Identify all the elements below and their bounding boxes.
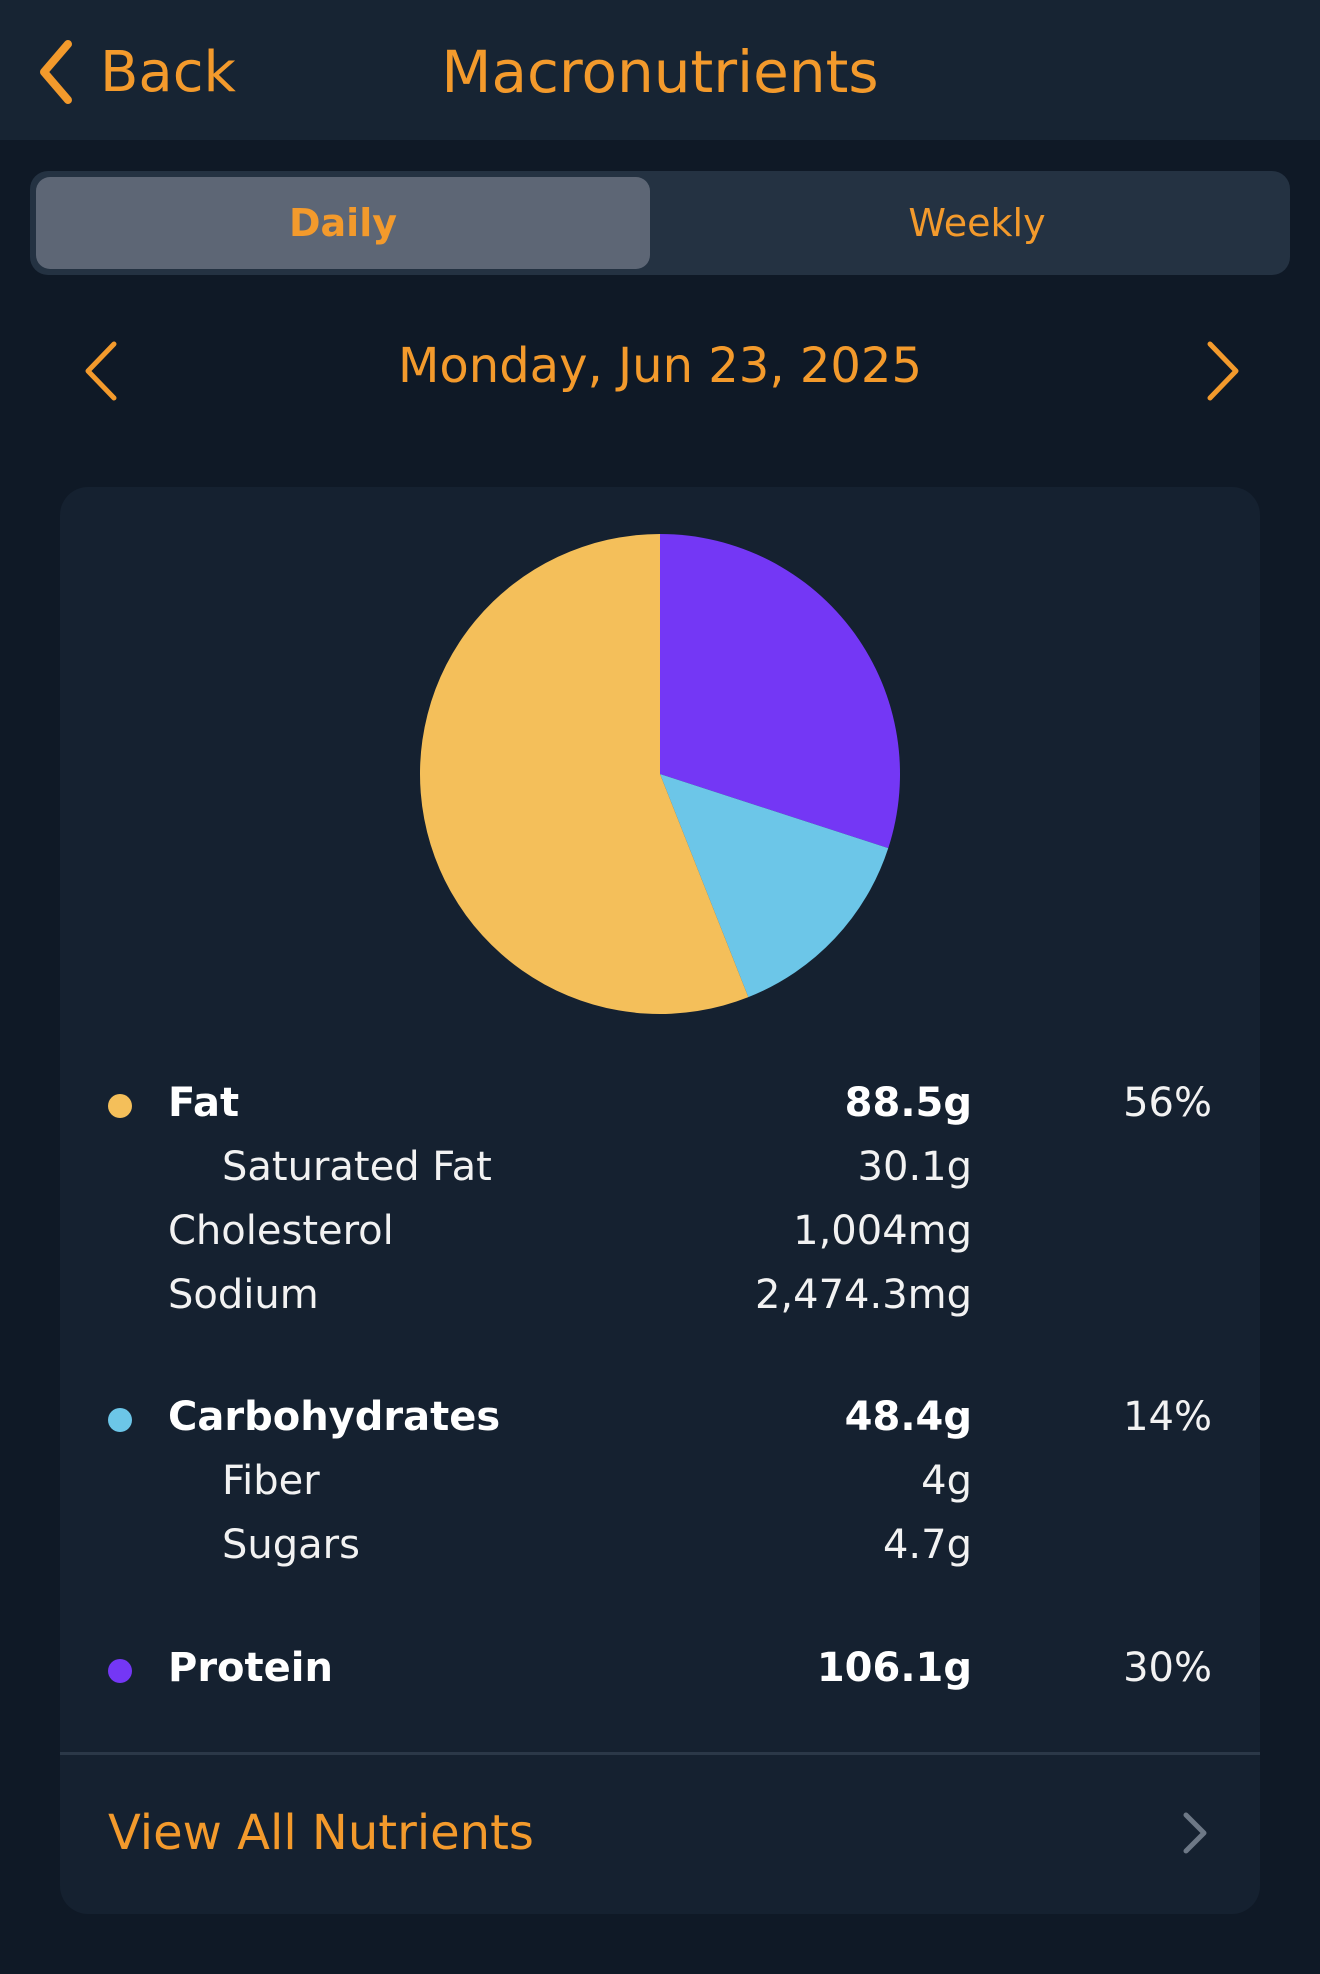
protein-percent: 30% [1123, 1645, 1212, 1691]
fat-label: Fat [168, 1080, 240, 1126]
sodium-value: 2,474.3mg [754, 1272, 972, 1318]
period-segmented-control: Daily Weekly [30, 171, 1290, 275]
fat-legend-dot [108, 1094, 132, 1118]
macronutrient-pie-chart [420, 534, 900, 1014]
fat-row: Fat 88.5g 56% [60, 1076, 1260, 1136]
protein-label: Protein [168, 1645, 333, 1691]
tab-daily[interactable]: Daily [36, 177, 650, 269]
sodium-row: Sodium 2,474.3mg [60, 1268, 1260, 1328]
chevron-right-icon [1183, 1812, 1207, 1854]
next-date-button[interactable] [1196, 336, 1266, 406]
sugars-value: 4.7g [882, 1522, 972, 1568]
carbohydrates-row: Carbohydrates 48.4g 14% [60, 1390, 1260, 1450]
page-title: Macronutrients [441, 38, 879, 106]
fat-value: 88.5g [844, 1080, 972, 1126]
carbohydrates-label: Carbohydrates [168, 1394, 501, 1440]
previous-date-button[interactable] [72, 336, 142, 406]
nav-bar: Back Macronutrients [0, 0, 1320, 140]
protein-legend-dot [108, 1659, 132, 1683]
view-all-nutrients-label: View All Nutrients [108, 1805, 534, 1861]
macronutrients-card: Fat 88.5g 56% Saturated Fat 30.1g Choles… [60, 487, 1260, 1914]
sugars-label: Sugars [222, 1522, 360, 1568]
view-all-nutrients-button[interactable]: View All Nutrients [60, 1755, 1260, 1914]
protein-value: 106.1g [816, 1645, 972, 1691]
sugars-row: Sugars 4.7g [60, 1518, 1260, 1578]
carbohydrates-legend-dot [108, 1408, 132, 1432]
divider [60, 1752, 1260, 1755]
chevron-left-icon [85, 341, 117, 401]
fiber-label: Fiber [222, 1458, 320, 1504]
saturated-fat-label: Saturated Fat [222, 1144, 492, 1190]
cholesterol-label: Cholesterol [168, 1208, 394, 1254]
protein-row: Protein 106.1g 30% [60, 1641, 1260, 1701]
tab-weekly[interactable]: Weekly [908, 201, 1046, 245]
cholesterol-row: Cholesterol 1,004mg [60, 1204, 1260, 1264]
back-label: Back [100, 39, 236, 105]
carbohydrates-percent: 14% [1123, 1394, 1212, 1440]
fat-percent: 56% [1123, 1080, 1212, 1126]
pie-slice-protein [660, 534, 900, 849]
pie-slice-fat [420, 534, 749, 1014]
back-button[interactable]: Back [36, 36, 236, 108]
chevron-left-icon [40, 40, 72, 104]
sodium-label: Sodium [168, 1272, 319, 1318]
fiber-value: 4g [921, 1458, 972, 1504]
cholesterol-value: 1,004mg [793, 1208, 972, 1254]
carbohydrates-value: 48.4g [844, 1394, 972, 1440]
date-navigator: Monday, Jun 23, 2025 [0, 320, 1320, 420]
saturated-fat-row: Saturated Fat 30.1g [60, 1140, 1260, 1200]
pie-slice-carbohydrates [660, 774, 889, 998]
saturated-fat-value: 30.1g [857, 1144, 972, 1190]
date-label: Monday, Jun 23, 2025 [397, 338, 922, 394]
chevron-right-icon [1207, 341, 1239, 401]
fiber-row: Fiber 4g [60, 1454, 1260, 1514]
